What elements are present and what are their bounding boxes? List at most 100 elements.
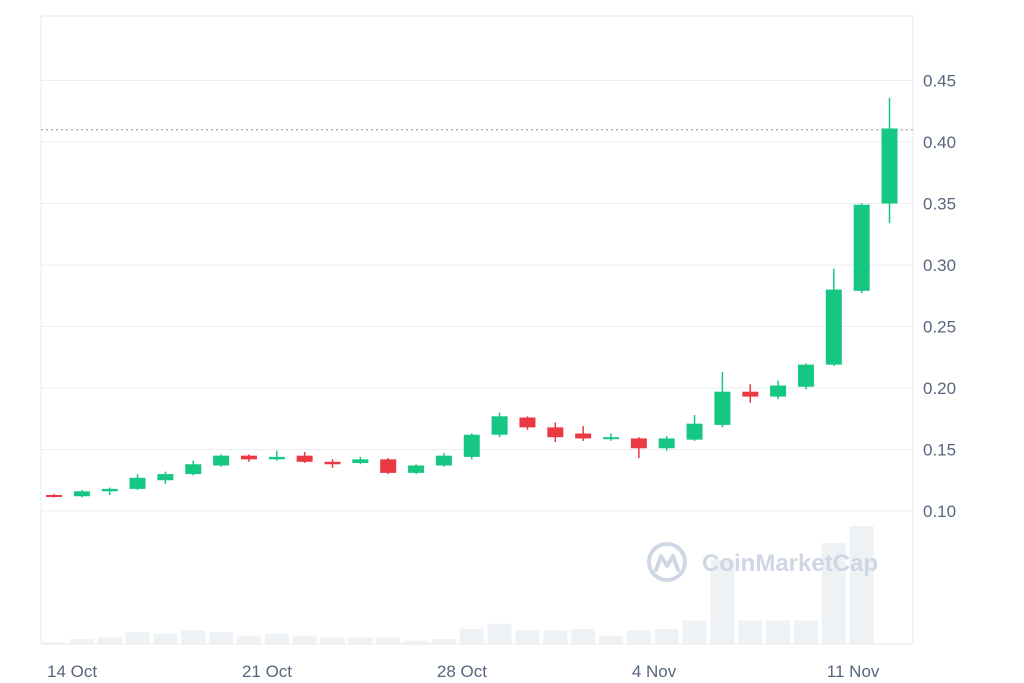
candle-body <box>881 128 898 204</box>
y-tick-label: 0.35 <box>923 195 956 214</box>
candle <box>101 487 118 496</box>
candle-body <box>491 416 508 435</box>
candle <box>686 415 703 441</box>
volume-bar <box>236 635 261 644</box>
volume-bar <box>766 620 791 644</box>
candle-body <box>575 433 592 439</box>
candle-body <box>324 461 341 465</box>
candle-body <box>770 385 787 397</box>
candle-body <box>352 459 369 464</box>
watermark-text: CoinMarketCap <box>702 550 878 577</box>
volume-bar <box>487 623 512 644</box>
candle-body <box>658 438 675 449</box>
candle <box>630 437 647 459</box>
candle-body <box>686 423 703 440</box>
candle-body <box>547 427 564 438</box>
candle <box>742 384 759 403</box>
candle <box>240 454 257 462</box>
volume-bar <box>181 630 206 644</box>
candle <box>603 433 619 441</box>
candle <box>324 459 341 468</box>
volume-bar <box>209 632 234 644</box>
candle-body <box>797 364 814 387</box>
volume-bar <box>849 526 874 644</box>
candle <box>46 493 62 498</box>
candle-body <box>129 477 146 489</box>
coinmarketcap-logo-icon <box>647 542 687 582</box>
volume-bar <box>599 635 623 644</box>
candle <box>825 268 842 366</box>
y-tick-label: 0.15 <box>923 441 956 460</box>
candle-body <box>603 437 619 440</box>
volume-bar <box>710 559 735 644</box>
candle-body <box>463 434 480 457</box>
candle <box>714 372 731 428</box>
plot-frame <box>40 15 914 645</box>
volume-bar <box>459 628 484 644</box>
candle-body <box>185 464 202 475</box>
volume-bar <box>682 620 707 644</box>
volume-bar <box>626 630 651 644</box>
candle <box>547 422 564 443</box>
volume-bar <box>376 637 401 644</box>
candle-body <box>157 474 174 481</box>
candle <box>408 464 425 475</box>
candle-body <box>853 204 870 291</box>
y-tick-label: 0.10 <box>923 502 956 521</box>
candle-body <box>268 456 285 460</box>
candle <box>797 363 814 390</box>
candle <box>435 453 452 467</box>
candle-body <box>240 455 257 460</box>
candle-body <box>519 417 536 428</box>
volume-bar <box>515 630 540 644</box>
x-tick-label: 11 Nov <box>827 662 880 681</box>
y-tick-label: 0.30 <box>923 256 956 275</box>
volume-bar <box>431 638 456 644</box>
candle-body <box>408 465 425 473</box>
candle-body <box>380 459 397 473</box>
candle <box>352 456 369 465</box>
candle <box>157 471 174 484</box>
candle <box>73 490 90 498</box>
candle-body <box>46 495 62 498</box>
candle-body <box>296 455 313 462</box>
y-tick-label: 0.25 <box>923 318 956 337</box>
volume-bar <box>348 637 373 644</box>
candle-body <box>101 488 118 492</box>
candle <box>519 416 536 430</box>
candle <box>770 380 787 400</box>
candle-body <box>714 391 731 425</box>
y-tick-label: 0.40 <box>923 133 956 152</box>
candle <box>491 412 508 438</box>
volume-bar <box>654 628 679 644</box>
volume-bar <box>292 635 317 644</box>
volume-bar <box>821 542 846 644</box>
volume-bar <box>320 637 345 644</box>
candle <box>463 433 480 460</box>
candle <box>380 458 397 475</box>
volume-bar <box>97 637 122 644</box>
y-tick-label: 0.45 <box>923 72 956 91</box>
grid-lines <box>41 80 913 512</box>
candle <box>881 97 898 224</box>
x-tick-label: 21 Oct <box>242 662 292 681</box>
volume-bar <box>264 633 289 644</box>
x-tick-label: 28 Oct <box>437 662 487 681</box>
volume-bar <box>571 628 596 644</box>
candle <box>658 435 675 451</box>
y-axis-ticks: 0.10 0.15 0.20 0.25 0.30 0.35 0.40 0.45 <box>923 72 956 522</box>
volume-bar <box>404 640 429 644</box>
volume-bar <box>738 620 763 644</box>
candle-body <box>742 391 759 397</box>
volume-bars <box>42 526 874 644</box>
x-axis-ticks: 14 Oct 21 Oct 28 Oct 4 Nov 11 Nov <box>47 662 880 681</box>
x-tick-label: 4 Nov <box>632 662 677 681</box>
candle <box>185 460 202 476</box>
candle-body <box>73 491 90 497</box>
volume-bar <box>543 630 568 644</box>
volume-bar <box>125 632 150 644</box>
candle-body <box>630 438 647 449</box>
volume-bar <box>69 638 94 644</box>
volume-bar <box>153 633 178 644</box>
